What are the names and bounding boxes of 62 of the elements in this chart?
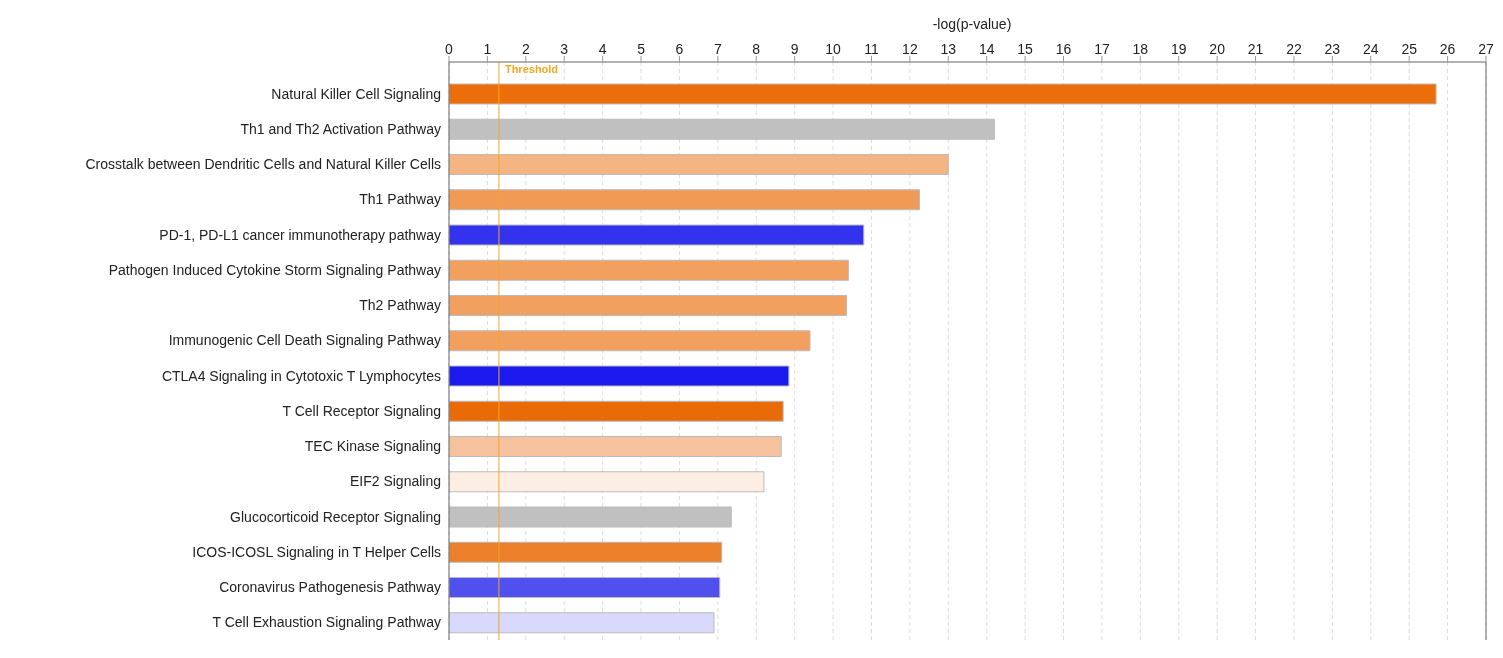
y-tick-label: TEC Kinase Signaling [304,438,441,455]
x-tick-label: 19 [1170,41,1187,57]
bar [449,612,715,634]
bar [449,154,949,175]
y-tick-label: Pathogen Induced Cytokine Storm Signaling Pathway [108,261,441,278]
x-tick-label: 17 [1094,41,1110,57]
x-tick-label: 21 [1247,41,1264,57]
y-tick-label: PD-1, PD-L1 cancer immunotherapy pathway [159,226,441,243]
y-tick-label: Th1 Pathway [359,191,441,208]
x-tick-label: 10 [825,41,842,57]
x-tick-label: 0 [445,41,454,57]
y-tick-label: CTLA4 Signaling in Cytotoxic T Lymphocytes [161,367,441,384]
bar [449,506,732,528]
bar [449,295,848,316]
y-tick-label: T Cell Receptor Signaling [282,402,441,419]
y-tick-label: Glucocorticoid Receptor Signaling [230,508,441,525]
x-tick-label: 5 [637,41,646,57]
y-tick-label: ICOS-ICOSL Signaling in T Helper Cells [192,543,441,560]
y-tick-label: Th1 and Th2 Activation Pathway [240,120,441,137]
x-tick-label: 1 [483,41,492,57]
x-tick-label: 27 [1478,41,1494,57]
y-tick-label: Natural Killer Cell Signaling [271,85,441,102]
x-tick-label: 22 [1286,41,1302,57]
x-tick-label: 23 [1324,41,1341,57]
bar [449,400,784,422]
x-tick-label: 16 [1055,41,1072,57]
x-tick-label: 13 [940,41,957,57]
x-tick-label: 15 [1017,41,1034,57]
bar [449,436,782,457]
x-axis-title: -log(p-value) [931,16,1013,32]
x-tick-label: 7 [713,41,722,57]
bar [449,541,723,563]
x-tick-label: 12 [902,41,918,57]
x-tick-label: 11 [864,41,879,57]
x-tick-label: 2 [521,41,530,57]
bar [449,577,721,598]
bar [449,189,920,211]
y-tick-label: Coronavirus Pathogenesis Pathway [219,579,441,596]
y-tick-label: Immunogenic Cell Death Signaling Pathway [168,332,441,349]
ref-line-label: Threshold [504,62,559,75]
bar [449,471,765,493]
y-tick-label: T Cell Exhaustion Signaling Pathway [212,614,441,631]
x-tick-label: 18 [1132,41,1149,57]
x-tick-label: 26 [1439,41,1456,57]
bar [449,83,1437,105]
bar [449,259,849,281]
y-tick-label: EIF2 Signaling [349,473,441,490]
x-tick-label: 24 [1362,41,1379,57]
x-tick-label: 9 [790,41,799,57]
bar [449,224,865,246]
x-tick-label: 25 [1401,41,1418,57]
x-tick-label: 4 [598,41,607,57]
bar [449,118,995,140]
x-tick-label: 14 [978,41,995,57]
y-tick-label: Crosstalk between Dendritic Cells and Natural Killer Cells [85,156,441,173]
x-tick-label: 20 [1209,41,1226,57]
y-tick-label: Th2 Pathway [359,297,441,314]
bar [449,330,811,352]
x-tick-label: 6 [675,41,684,57]
x-tick-label: 3 [560,41,569,57]
x-tick-label: 8 [752,41,761,57]
bar [449,365,790,387]
